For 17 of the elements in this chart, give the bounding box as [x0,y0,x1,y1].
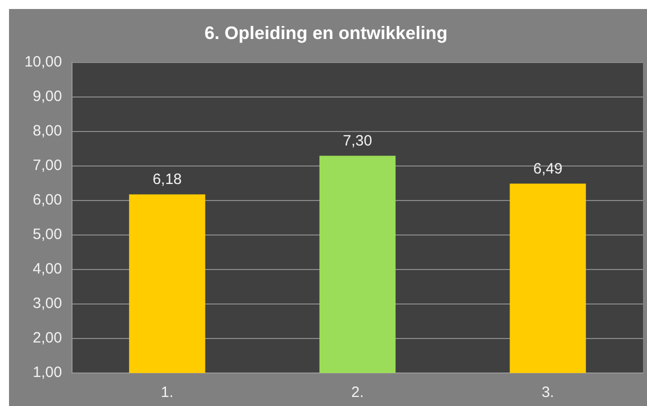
data-label: 7,30 [342,132,372,150]
y-tick-label: 2,00 [32,330,62,347]
x-tick-label: 2. [351,384,364,402]
x-tick-label: 3. [542,384,554,402]
chart-title: 6. Opleiding en ontwikkeling [204,22,448,43]
y-tick-label: 3,00 [32,295,62,312]
y-tick-label: 5,00 [32,226,62,244]
data-label: 6,49 [533,160,562,178]
y-tick-label: 6,00 [32,192,62,209]
y-tick-label: 7,00 [32,157,62,174]
y-tick-label: 8,00 [32,122,62,140]
y-tick-label: 10,00 [24,54,62,71]
y-tick-label: 4,00 [32,260,62,278]
y-tick-label: 1,00 [32,364,62,382]
y-tick-label: 9,00 [32,88,62,106]
data-label: 6,18 [152,170,182,188]
x-tick-label: 1. [160,384,174,402]
